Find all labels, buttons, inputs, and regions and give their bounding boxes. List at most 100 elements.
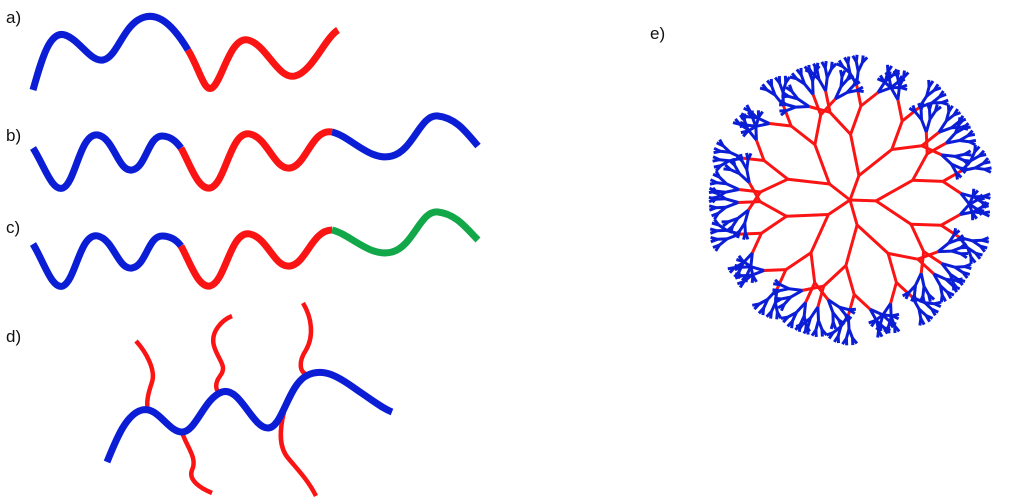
- dendrimer-terminal-branch: [856, 89, 864, 93]
- dendrimer-core-branch: [816, 285, 826, 308]
- dendrimer-terminal-branch: [740, 129, 749, 135]
- dendrimer-terminal-branch: [970, 154, 981, 163]
- dendrimer-terminal-branch: [854, 54, 859, 62]
- dendrimer-terminal-branch: [788, 84, 794, 92]
- dendrimer-core-branch: [750, 232, 763, 254]
- dendrimer-terminal-branch: [746, 152, 753, 161]
- dendrimer-terminal-branch: [795, 301, 807, 314]
- dendrimer-terminal-branch: [973, 210, 984, 215]
- dendrimer-terminal-branch: [941, 101, 949, 107]
- dendrimer-terminal-branch: [924, 118, 932, 133]
- dendrimer-core-branch: [859, 91, 879, 108]
- dendrimer-core-branch: [747, 191, 762, 211]
- dendrimer-terminal-branch: [810, 329, 818, 337]
- dendrimer-terminal-branch: [938, 249, 952, 254]
- dendrimer-terminal-branch: [953, 229, 961, 237]
- dendrimer-core-branch: [890, 120, 904, 151]
- dendrimer-core-branch: [811, 93, 823, 116]
- dendrimer-core-branch: [896, 99, 904, 122]
- block-b-segment: [177, 128, 333, 192]
- dendrimer-terminal-branch: [960, 252, 968, 259]
- dendrimer-terminal-branch: [829, 321, 835, 330]
- dendrimer-terminal-branch: [786, 320, 794, 328]
- dendrimer-terminal-branch: [846, 89, 858, 94]
- dendrimer-core-branch: [849, 105, 863, 135]
- dendrimer-terminal-branch: [927, 294, 932, 303]
- graft-side-chain: [134, 339, 156, 413]
- dendrimer-terminal-branch: [899, 86, 908, 91]
- dendrimer-terminal-branch: [708, 204, 717, 210]
- dendrimer-core-branch: [848, 199, 859, 226]
- dendrimer-terminal-branch: [844, 328, 851, 339]
- dendrimer-core-branch: [917, 250, 939, 261]
- graft-copolymer: [103, 301, 394, 498]
- dendrimer-terminal-branch: [940, 262, 952, 276]
- dendrimer-terminal-branch: [737, 254, 745, 263]
- dendrimer-core-branch: [848, 175, 861, 201]
- dendrimer-core-branch: [738, 188, 761, 194]
- dendrimer-terminal-branch: [945, 278, 955, 288]
- dendrimer-core-branch: [910, 222, 942, 227]
- dendrimer-core-branch: [760, 215, 788, 235]
- dendrimer-terminal-branch: [886, 65, 893, 73]
- dendrimer-terminal-branch: [911, 104, 917, 113]
- panel-label-a: a): [6, 8, 22, 27]
- dendrimer-core-branch: [769, 122, 792, 128]
- dendrimer-terminal-branch: [742, 251, 754, 264]
- triblock-copolymer-aba: [30, 112, 481, 192]
- dendrimer-terminal-branch: [951, 249, 962, 256]
- dendrimer-terminal-branch: [933, 302, 942, 308]
- dendrimer-terminal-branch: [733, 164, 741, 175]
- dendrimer-core-branch: [922, 250, 943, 265]
- dendrimer-terminal-branch: [803, 325, 808, 333]
- dendrimer-core-branch: [942, 169, 963, 183]
- dendrimer-terminal-branches: [708, 54, 992, 346]
- dendrimer-terminal-branch: [765, 310, 773, 318]
- dendrimer-terminal-branch: [979, 245, 986, 253]
- dendrimer-terminal-branch: [945, 113, 955, 123]
- dendrimer-core-branch: [824, 90, 832, 113]
- dendrimer-terminal-branch: [844, 314, 850, 322]
- dendrimer-core-branch: [813, 281, 830, 301]
- dendrimer-terminal-branch: [814, 65, 821, 73]
- dendrimer-terminal-branch: [770, 302, 777, 313]
- dendrimer-terminal-branch: [814, 320, 820, 331]
- dendrimer-terminal-branch: [930, 308, 937, 317]
- dendrimer-terminal-branch: [718, 138, 725, 147]
- dendrimer-core-branch: [828, 111, 852, 136]
- dendrimer-core-branch: [856, 223, 890, 255]
- dendrimer-terminal-branch: [961, 166, 976, 173]
- dendrimer-terminal-branch: [848, 308, 856, 315]
- dendrimer-terminal-branch: [977, 196, 985, 202]
- dendrimer-core-branch: [924, 132, 929, 154]
- dendrimer-core-branch: [763, 159, 789, 181]
- dendrimer-terminal-branch: [788, 287, 803, 292]
- dendrimer-terminal-branch: [745, 265, 753, 276]
- panel-label-d: d): [6, 327, 22, 346]
- dendrimer-terminal-branch: [879, 74, 886, 83]
- dendrimer-terminal-branch: [882, 326, 889, 335]
- dendrimer-terminal-branch: [796, 97, 810, 108]
- dendrimer-terminal-branch: [959, 139, 970, 144]
- dendrimer-terminal-branch: [733, 230, 741, 237]
- dendrimer-terminal-branch: [809, 306, 820, 320]
- dendrimer-core-branch: [738, 200, 761, 204]
- dendrimer-terminal-branch: [837, 59, 845, 68]
- dendrimer-terminal-branch: [733, 270, 741, 278]
- dendrimer-core-branch: [875, 199, 912, 226]
- dendrimer-terminal-branch: [921, 286, 926, 297]
- dendrimer-terminal-branch: [774, 278, 782, 286]
- dendrimer-terminal-branch: [983, 160, 991, 165]
- dendrimer-terminal-branch: [798, 315, 806, 326]
- dendrimer-terminal-branch: [745, 104, 752, 112]
- dendrimer-core-branch: [916, 258, 935, 276]
- dendrimer-terminal-branch: [823, 60, 828, 69]
- panel-label-c: c): [6, 218, 21, 237]
- block-a-segment: [330, 112, 481, 161]
- dendrimer-terminal-branch: [781, 82, 788, 93]
- dendrimer-terminal-branch: [740, 112, 749, 119]
- dendrimer-terminal-branch: [881, 302, 892, 316]
- dendrimer-terminal-branch: [902, 71, 910, 79]
